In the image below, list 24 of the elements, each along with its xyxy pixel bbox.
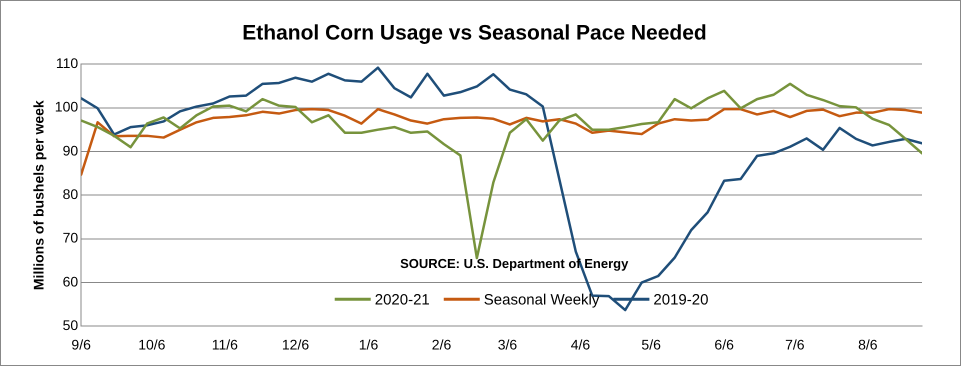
x-tick-label: 4/6 [570,336,590,352]
x-tick-label: 10/6 [138,336,166,352]
x-tick-label: 3/6 [498,336,518,352]
y-tick-label: 70 [62,230,78,246]
y-axis-title: Millions of bushels per week [30,100,46,290]
y-tick-label: 50 [62,317,78,334]
y-tick-label: 90 [62,142,78,158]
x-tick-label: 2/6 [432,336,452,352]
legend-label: 2020-21 [374,291,430,308]
y-tick-label: 110 [56,55,78,72]
y-tick-label: 80 [62,186,78,202]
legend-label: 2019-20 [653,291,708,308]
x-tick-label: 8/6 [858,336,878,352]
y-tick-label: 100 [54,98,78,115]
y-tick-label: 60 [62,273,78,290]
chart-title: Ethanol Corn Usage vs Seasonal Pace Needed [242,21,707,44]
x-tick-label: 9/6 [71,336,92,352]
x-tick-label: 12/6 [282,336,310,352]
legend-label: Seasonal Weekly [484,291,600,308]
x-tick-label: 11/6 [212,336,238,352]
x-tick-label: 1/6 [358,336,378,352]
x-tick-label: 5/6 [641,336,662,352]
x-tick-label: 7/6 [785,336,805,352]
x-tick-label: 6/6 [714,336,734,352]
